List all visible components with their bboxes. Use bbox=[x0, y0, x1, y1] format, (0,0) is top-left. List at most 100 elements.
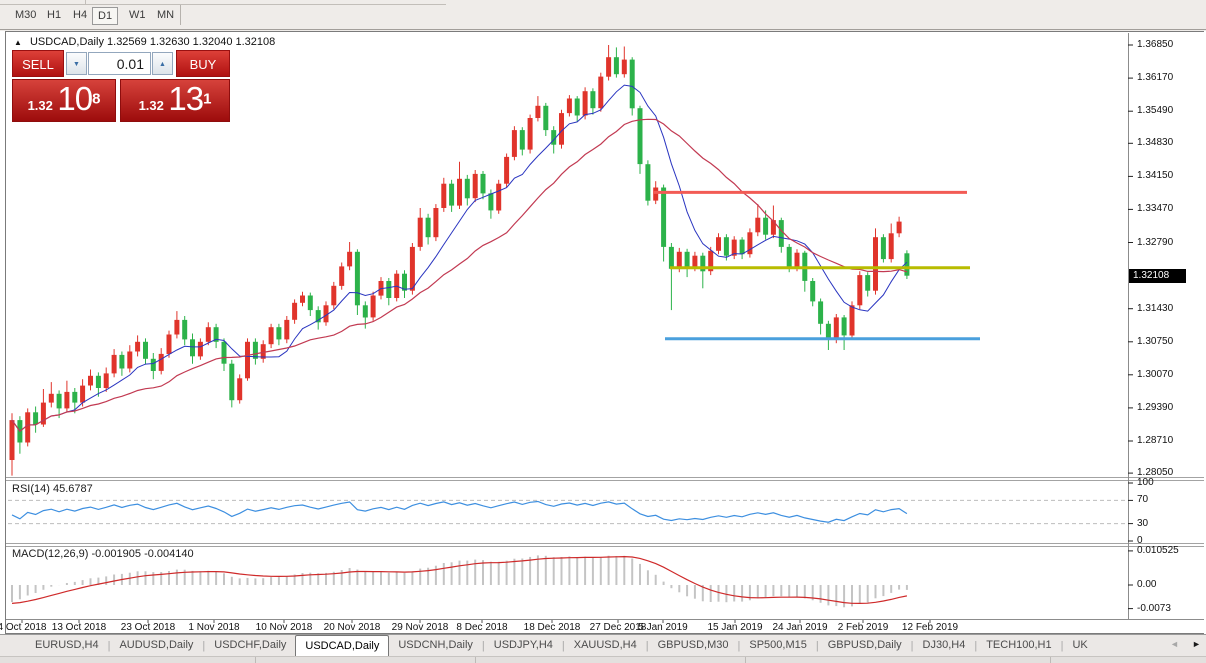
status-strip-divider bbox=[1050, 657, 1051, 663]
date-label: 27 Dec 2018 bbox=[589, 622, 647, 633]
tab-separator: | bbox=[481, 640, 485, 652]
date-label: 29 Nov 2018 bbox=[391, 622, 449, 633]
macd-tick-label: 0.010525 bbox=[1137, 544, 1179, 556]
timeframe-toolbar: M30 H1 H4 D1 W1 MN bbox=[0, 0, 1206, 31]
tab-separator: | bbox=[910, 640, 914, 652]
price-tick-label: 1.34830 bbox=[1137, 137, 1174, 149]
price-tick-label: 1.35490 bbox=[1137, 105, 1174, 117]
price-tick-label: 1.31430 bbox=[1137, 302, 1174, 314]
chart-tab-eurusd-h4[interactable]: EURUSD,H4 bbox=[35, 639, 99, 651]
sell-button[interactable]: SELL bbox=[12, 50, 64, 77]
volume-decrease-button[interactable]: ▼ bbox=[66, 52, 87, 75]
sell-price-prefix: 1.32 bbox=[27, 98, 53, 113]
tab-scroll-left-icon[interactable]: ◄ bbox=[1170, 639, 1179, 649]
price-tick-label: 1.30750 bbox=[1137, 335, 1174, 347]
chart-tab-usdjpy-h4[interactable]: USDJPY,H4 bbox=[493, 639, 553, 651]
buy-price-prefix: 1.32 bbox=[138, 98, 164, 113]
tab-separator: | bbox=[815, 640, 819, 652]
chart-symbol-label: USDCAD,Daily bbox=[29, 36, 104, 48]
ohlc-open: 1.32569 bbox=[107, 36, 147, 48]
status-strip-divider bbox=[255, 657, 256, 663]
timeframe-button-m30[interactable]: M30 bbox=[15, 9, 37, 21]
price-tick-label: 1.30070 bbox=[1137, 368, 1174, 380]
chart-tab-bar: EURUSD,H4 | AUDUSD,Daily | USDCHF,Daily USDCA… bbox=[0, 634, 1206, 656]
date-label: 2 Feb 2019 bbox=[837, 622, 889, 633]
ohlc-low: 1.32040 bbox=[192, 36, 233, 48]
tab-separator: | bbox=[107, 640, 111, 652]
price-tick-label: 1.36850 bbox=[1137, 39, 1174, 50]
chart-tab-audusd-daily[interactable]: AUDUSD,Daily bbox=[119, 639, 194, 651]
volume-input[interactable] bbox=[88, 52, 151, 75]
date-label: 13 Oct 2018 bbox=[51, 622, 107, 633]
chart-header: ▲ USDCAD,Daily 1.32569 1.32630 1.32040 1… bbox=[14, 36, 275, 48]
price-tick-label: 1.33470 bbox=[1137, 203, 1174, 215]
tab-separator: | bbox=[561, 640, 565, 652]
date-label: 12 Feb 2019 bbox=[901, 622, 959, 633]
chart-tab-dj30-h4[interactable]: DJ30,H4 bbox=[922, 639, 966, 651]
chart-tab-uk[interactable]: UK bbox=[1072, 639, 1088, 651]
chart-tab-sp500-m15[interactable]: SP500,M15 bbox=[749, 639, 807, 651]
chart-window[interactable] bbox=[5, 31, 1204, 634]
buy-price-big: 13 bbox=[168, 80, 204, 117]
sell-price-pip: 8 bbox=[92, 90, 101, 108]
buy-price-pip: 1 bbox=[203, 90, 212, 108]
chart-tab-xauusd-h4[interactable]: XAUUSD,H4 bbox=[573, 639, 637, 651]
timeframe-button-mn[interactable]: MN bbox=[157, 9, 175, 21]
collapse-triangle-icon[interactable]: ▲ bbox=[14, 38, 22, 47]
price-tick-label: 1.36170 bbox=[1137, 72, 1174, 84]
status-strip bbox=[0, 656, 1206, 663]
ohlc-high: 1.32630 bbox=[149, 36, 190, 48]
top-strip-divider bbox=[0, 4, 446, 5]
tab-separator: | bbox=[202, 640, 206, 652]
timeframe-button-h1[interactable]: H1 bbox=[47, 9, 62, 21]
current-price-tag: 1.32108 bbox=[1129, 269, 1186, 283]
rsi-tick-label: 100 bbox=[1137, 477, 1154, 488]
chart-tab-gbpusd-daily[interactable]: GBPUSD,Daily bbox=[827, 639, 902, 651]
macd-tick-label: 0.00 bbox=[1137, 579, 1157, 590]
tab-separator: | bbox=[645, 640, 649, 652]
date-label: 23 Oct 2018 bbox=[120, 622, 176, 633]
timeframe-button-w1[interactable]: W1 bbox=[129, 9, 146, 21]
ohlc-close: 1.32108 bbox=[235, 36, 276, 48]
buy-price-panel[interactable]: 1.32 131 bbox=[120, 79, 230, 122]
date-label: 15 Jan 2019 bbox=[707, 622, 763, 633]
rsi-tick-label: 30 bbox=[1137, 517, 1149, 529]
date-label: 18 Dec 2018 bbox=[523, 622, 581, 633]
date-label: 24 Jan 2019 bbox=[772, 622, 828, 633]
price-tick-label: 1.32790 bbox=[1137, 236, 1174, 248]
chart-tab-usdchf-daily[interactable]: USDCHF,Daily bbox=[214, 639, 287, 651]
macd-label: MACD(12,26,9) -0.001905 -0.004140 bbox=[12, 548, 194, 560]
date-label: 1 Nov 2018 bbox=[188, 622, 240, 633]
chart-tab-gbpusd-m30[interactable]: GBPUSD,M30 bbox=[657, 639, 729, 651]
date-label: 8 Dec 2018 bbox=[456, 622, 508, 633]
price-tick-label: 1.28710 bbox=[1137, 435, 1174, 446]
date-label: 10 Nov 2018 bbox=[255, 622, 313, 633]
status-strip-divider bbox=[745, 657, 746, 663]
price-tick-label: 1.29390 bbox=[1137, 401, 1174, 413]
top-strip-separator bbox=[85, 0, 86, 4]
tab-separator: | bbox=[737, 640, 741, 652]
sell-price-panel[interactable]: 1.32 108 bbox=[12, 79, 116, 122]
price-tick-label: 1.34150 bbox=[1137, 170, 1174, 182]
status-strip-divider bbox=[475, 657, 476, 663]
date-label: 5 Jan 2019 bbox=[638, 622, 688, 633]
timeframe-button-d1[interactable]: D1 bbox=[92, 7, 119, 25]
date-label: 4 Oct 2018 bbox=[0, 622, 47, 633]
macd-tick-label: -0.0073 bbox=[1137, 602, 1171, 614]
chart-tab-usdcnh-daily[interactable]: USDCNH,Daily bbox=[398, 639, 473, 651]
tab-scroll-right-icon[interactable]: ► bbox=[1192, 639, 1201, 649]
chart-tab-tech100-h1[interactable]: TECH100,H1 bbox=[986, 639, 1052, 651]
price-tick-label: 1.28050 bbox=[1137, 467, 1174, 479]
volume-increase-button[interactable]: ▲ bbox=[152, 52, 173, 75]
sell-price-big: 10 bbox=[57, 80, 93, 117]
rsi-tick-label: 0 bbox=[1137, 535, 1143, 546]
tab-separator: | bbox=[1060, 640, 1064, 652]
timeframe-button-h4[interactable]: H4 bbox=[73, 9, 88, 21]
date-label: 20 Nov 2018 bbox=[323, 622, 381, 633]
chart-tab-usdcad-daily[interactable]: USDCAD,Daily bbox=[295, 635, 390, 656]
toolbar-border bbox=[0, 29, 1206, 30]
rsi-label: RSI(14) 45.6787 bbox=[12, 483, 93, 495]
rsi-tick-label: 70 bbox=[1137, 494, 1149, 506]
buy-button[interactable]: BUY bbox=[176, 50, 230, 77]
